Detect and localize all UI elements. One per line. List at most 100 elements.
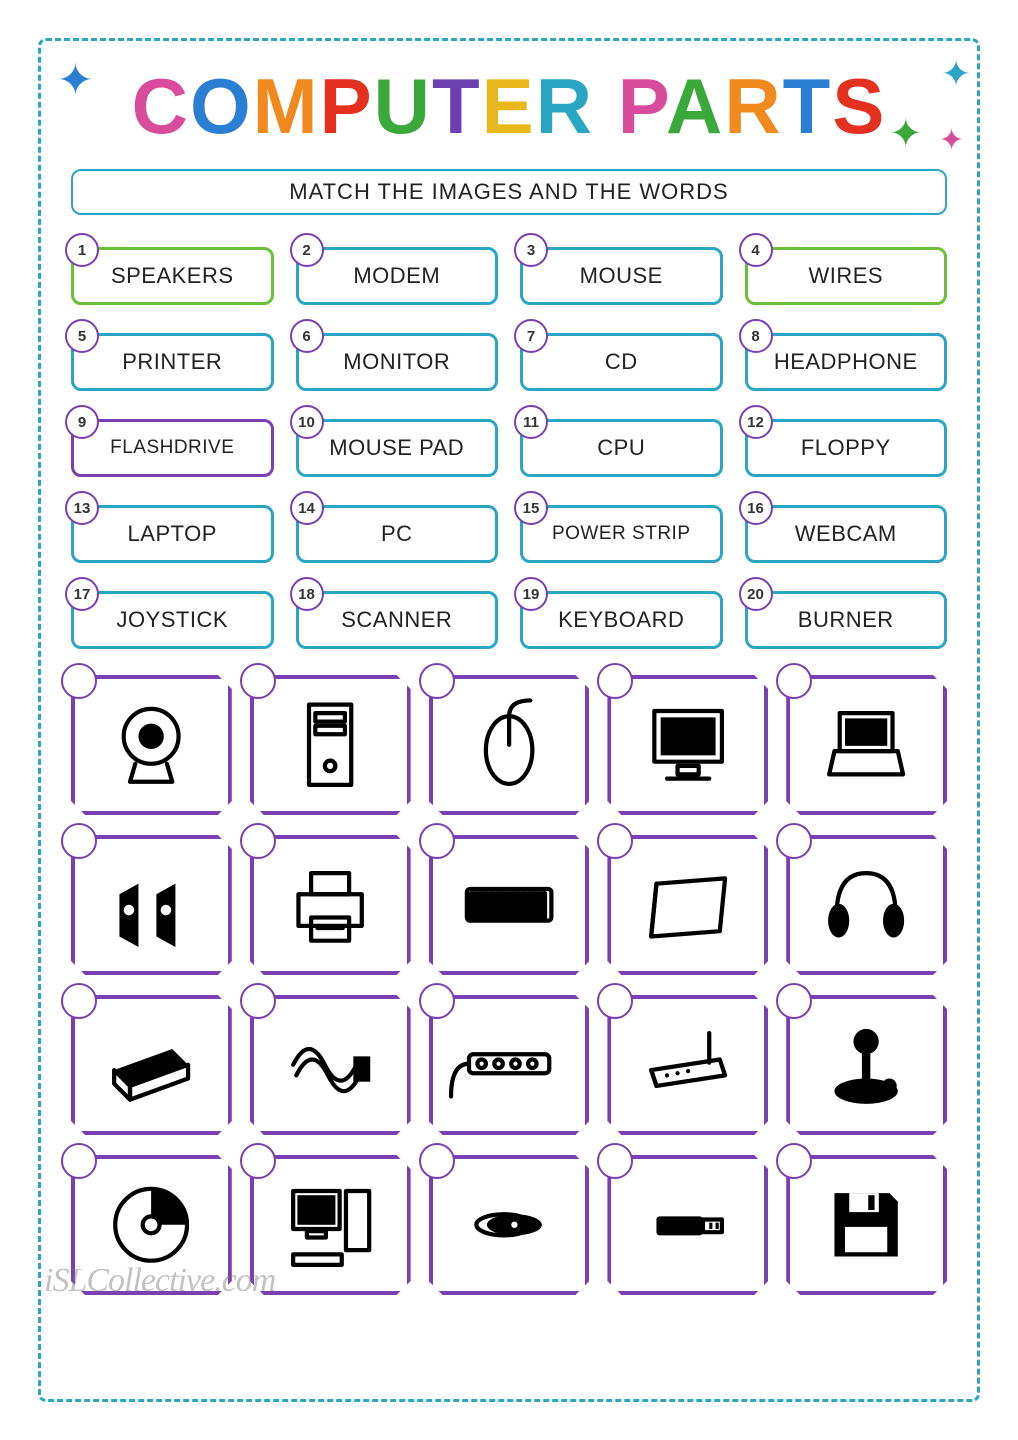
title-letter: R — [536, 62, 594, 150]
number-badge: 6 — [290, 319, 324, 353]
word-cell: 20BURNER — [745, 581, 948, 649]
answer-badge[interactable] — [419, 1143, 455, 1179]
word-cell: 11CPU — [520, 409, 723, 477]
word-cell: 19KEYBOARD — [520, 581, 723, 649]
image-cell — [429, 995, 590, 1135]
answer-badge[interactable] — [61, 823, 97, 859]
answer-badge[interactable] — [419, 823, 455, 859]
mouse-icon — [429, 675, 590, 815]
image-cell — [607, 835, 768, 975]
title-letter: T — [432, 62, 482, 150]
speakers-icon — [71, 835, 232, 975]
word-cell: 15POWER STRIP — [520, 495, 723, 563]
instruction-box: MATCH THE IMAGES AND THE WORDS — [71, 169, 947, 215]
word-box: CPU — [520, 419, 723, 477]
monitor-icon — [607, 675, 768, 815]
number-badge: 20 — [739, 577, 773, 611]
number-badge: 1 — [65, 233, 99, 267]
word-box: MOUSE — [520, 247, 723, 305]
image-cell — [71, 1155, 232, 1295]
laptop-icon — [786, 675, 947, 815]
image-cell — [71, 995, 232, 1135]
number-badge: 3 — [514, 233, 548, 267]
word-box: LAPTOP — [71, 505, 274, 563]
number-badge: 9 — [65, 405, 99, 439]
cpu-tower-icon — [250, 675, 411, 815]
modem-icon — [607, 995, 768, 1135]
title-letter: C — [132, 62, 190, 150]
worksheet-frame: COMPUTER PARTS ✦✦✦✦ MATCH THE IMAGES AND… — [38, 38, 980, 1402]
number-badge: 15 — [514, 491, 548, 525]
word-cell: 16WEBCAM — [745, 495, 948, 563]
webcam-icon — [71, 675, 232, 815]
word-cell: 4WIRES — [745, 237, 948, 305]
answer-badge[interactable] — [419, 983, 455, 1019]
image-cell — [250, 675, 411, 815]
word-box: CD — [520, 333, 723, 391]
word-cell: 9FLASHDRIVE — [71, 409, 274, 477]
answer-badge[interactable] — [776, 1143, 812, 1179]
mouse-pad-icon — [607, 835, 768, 975]
image-cell — [250, 995, 411, 1135]
word-cell: 7CD — [520, 323, 723, 391]
number-badge: 10 — [290, 405, 324, 439]
word-box: MONITOR — [296, 333, 499, 391]
word-box: PRINTER — [71, 333, 274, 391]
number-badge: 4 — [739, 233, 773, 267]
title-letter: P — [618, 62, 666, 150]
image-cell — [607, 1155, 768, 1295]
word-box: BURNER — [745, 591, 948, 649]
title-letter: M — [253, 62, 320, 150]
image-cell — [786, 835, 947, 975]
word-box: MODEM — [296, 247, 499, 305]
word-box: PC — [296, 505, 499, 563]
word-box: JOYSTICK — [71, 591, 274, 649]
word-box: WIRES — [745, 247, 948, 305]
word-box: HEADPHONE — [745, 333, 948, 391]
answer-badge[interactable] — [240, 983, 276, 1019]
title-letter: U — [374, 62, 432, 150]
answer-badge[interactable] — [61, 663, 97, 699]
image-cell — [250, 835, 411, 975]
image-cell — [71, 675, 232, 815]
word-cell: 18SCANNER — [296, 581, 499, 649]
answer-badge[interactable] — [61, 1143, 97, 1179]
image-cell — [607, 675, 768, 815]
keyboard-icon — [429, 835, 590, 975]
pc-icon — [250, 1155, 411, 1295]
printer-icon — [250, 835, 411, 975]
word-cell: 3MOUSE — [520, 237, 723, 305]
word-box: FLOPPY — [745, 419, 948, 477]
word-cell: 8HEADPHONE — [745, 323, 948, 391]
wires-icon — [250, 995, 411, 1135]
image-cell — [786, 675, 947, 815]
answer-badge[interactable] — [776, 663, 812, 699]
answer-badge[interactable] — [61, 983, 97, 1019]
word-box: MOUSE PAD — [296, 419, 499, 477]
image-grid — [61, 649, 957, 1295]
image-cell — [429, 835, 590, 975]
word-grid: 1SPEAKERS2MODEM3MOUSE4WIRES5PRINTER6MONI… — [61, 237, 957, 649]
answer-badge[interactable] — [776, 823, 812, 859]
title-letter: T — [783, 62, 833, 150]
number-badge: 5 — [65, 319, 99, 353]
headphones-icon — [786, 835, 947, 975]
image-cell — [429, 675, 590, 815]
image-cell — [607, 995, 768, 1135]
word-cell: 13LAPTOP — [71, 495, 274, 563]
word-cell: 17JOYSTICK — [71, 581, 274, 649]
scanner-icon — [71, 995, 232, 1135]
answer-badge[interactable] — [776, 983, 812, 1019]
number-badge: 17 — [65, 577, 99, 611]
image-cell — [786, 1155, 947, 1295]
answer-badge[interactable] — [240, 663, 276, 699]
answer-badge[interactable] — [240, 823, 276, 859]
answer-badge[interactable] — [419, 663, 455, 699]
floppy-icon — [786, 1155, 947, 1295]
answer-badge[interactable] — [240, 1143, 276, 1179]
word-cell: 5PRINTER — [71, 323, 274, 391]
title-letter: P — [320, 62, 374, 150]
number-badge: 11 — [514, 405, 548, 439]
word-cell: 12FLOPPY — [745, 409, 948, 477]
joystick-icon — [786, 995, 947, 1135]
